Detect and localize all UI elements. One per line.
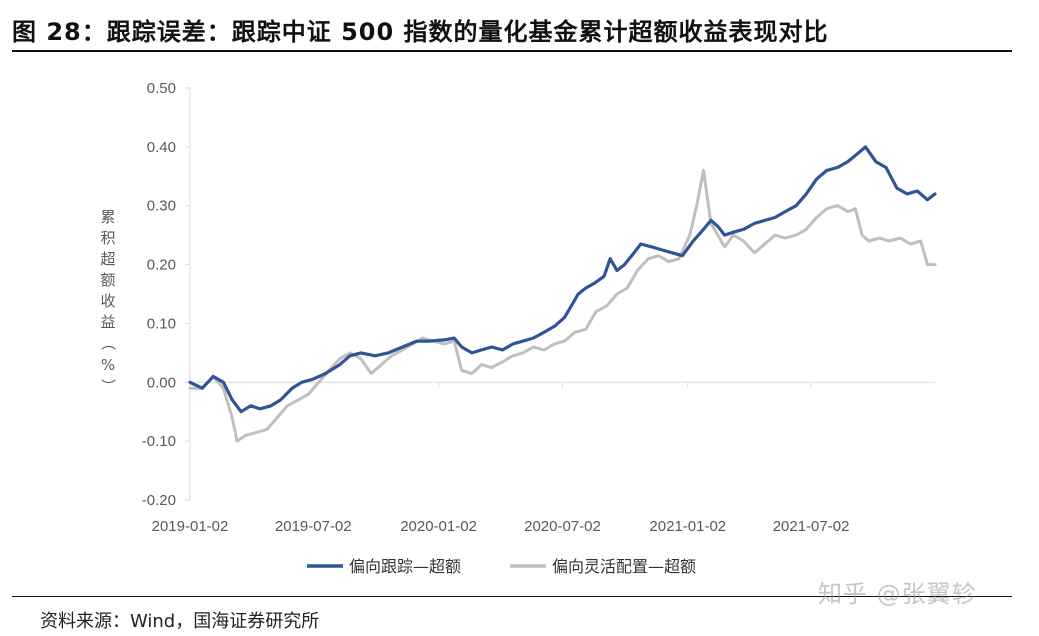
series-line <box>188 168 937 443</box>
source-rule <box>12 596 1012 597</box>
y-tick-label: 0.10 <box>147 315 176 332</box>
y-tick-label: -0.20 <box>142 492 176 509</box>
title-rule <box>12 50 1012 52</box>
legend-label: 偏向灵活配置—超额 <box>552 557 696 576</box>
series-lines <box>188 145 937 443</box>
y-tick-label: 0.50 <box>147 80 176 97</box>
y-axis-label-char: 收 <box>100 292 115 310</box>
y-axis-label-char: （ <box>99 335 117 350</box>
x-tick-label: 2020-07-02 <box>524 518 601 535</box>
y-axis-label-char: % <box>101 356 115 374</box>
y-axis: 0.50 0.40 0.30 0.20 0.10 0.00 -0.10 -0.20 <box>142 80 191 509</box>
x-axis: 2019-01-02 2019-07-02 2020-01-02 2020-07-02… <box>152 381 935 535</box>
figure-title: 图 28：跟踪误差：跟踪中证 500 指数的量化基金累计超额收益表现对比 <box>12 18 829 46</box>
x-tick-label: 2021-01-02 <box>649 518 726 535</box>
legend: 偏向跟踪—超额 偏向灵活配置—超额 <box>307 557 696 576</box>
y-axis-label-char: 积 <box>100 229 115 247</box>
y-axis-label-char: 益 <box>100 313 115 331</box>
x-tick-label: 2019-07-02 <box>275 518 352 535</box>
y-tick-label: 0.20 <box>147 257 176 274</box>
y-axis-label-char: 超 <box>100 250 115 268</box>
y-tick-label: 0.40 <box>147 139 176 156</box>
y-tick-label: 0.30 <box>147 198 176 215</box>
legend-label: 偏向跟踪—超额 <box>349 557 461 576</box>
y-tick-label: 0.00 <box>147 374 176 391</box>
y-tick-label: -0.10 <box>142 433 176 450</box>
watermark: 知乎 @张翼轸 <box>818 580 977 608</box>
y-axis-label-char: ） <box>99 378 117 393</box>
series-line <box>188 145 937 414</box>
source-note: 资料来源：Wind，国海证券研究所 <box>40 611 320 632</box>
y-axis-label-char: 额 <box>100 271 115 289</box>
x-tick-label: 2019-01-02 <box>152 518 229 535</box>
y-axis-label-char: 累 <box>100 208 115 226</box>
x-tick-label: 2021-07-02 <box>773 518 850 535</box>
x-tick-label: 2020-01-02 <box>400 518 477 535</box>
